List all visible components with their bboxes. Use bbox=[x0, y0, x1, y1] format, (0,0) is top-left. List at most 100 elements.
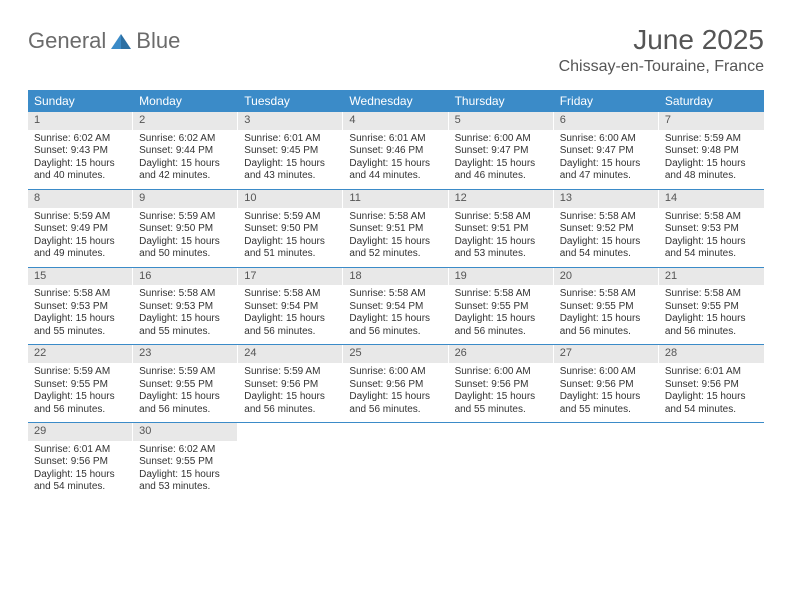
day-number: 4 bbox=[343, 112, 448, 130]
day-header: Wednesday bbox=[343, 90, 448, 112]
sunrise-line: Sunrise: 5:59 AM bbox=[244, 211, 337, 224]
sunrise-line: Sunrise: 6:00 AM bbox=[349, 366, 442, 379]
day-info: Sunrise: 6:00 AMSunset: 9:56 PMDaylight:… bbox=[554, 366, 659, 416]
logo: General Blue bbox=[28, 24, 180, 54]
title-block: June 2025 Chissay-en-Touraine, France bbox=[559, 24, 764, 76]
day-number: 26 bbox=[449, 345, 554, 363]
logo-text-1: General bbox=[28, 28, 106, 54]
day-info: Sunrise: 5:58 AMSunset: 9:54 PMDaylight:… bbox=[343, 288, 448, 338]
calendar-cell: 15Sunrise: 5:58 AMSunset: 9:53 PMDayligh… bbox=[28, 268, 133, 345]
calendar-cell: 7Sunrise: 5:59 AMSunset: 9:48 PMDaylight… bbox=[659, 112, 764, 189]
calendar: Sunday Monday Tuesday Wednesday Thursday… bbox=[28, 90, 764, 500]
daylight-line: Daylight: 15 hours and 55 minutes. bbox=[455, 391, 548, 416]
sunrise-line: Sunrise: 5:58 AM bbox=[349, 211, 442, 224]
header: General Blue June 2025 Chissay-en-Tourai… bbox=[28, 24, 764, 76]
calendar-cell: .. bbox=[449, 423, 554, 500]
calendar-week: 15Sunrise: 5:58 AMSunset: 9:53 PMDayligh… bbox=[28, 268, 764, 346]
day-info: Sunrise: 5:59 AMSunset: 9:49 PMDaylight:… bbox=[28, 211, 133, 261]
sunrise-line: Sunrise: 6:00 AM bbox=[455, 366, 548, 379]
day-info: Sunrise: 6:00 AMSunset: 9:47 PMDaylight:… bbox=[554, 133, 659, 183]
calendar-cell: 2 Sunrise: 6:02 AMSunset: 9:44 PMDaylight… bbox=[133, 112, 238, 189]
day-header-row: Sunday Monday Tuesday Wednesday Thursday… bbox=[28, 90, 764, 112]
sunrise-line: Sunrise: 6:01 AM bbox=[349, 133, 442, 146]
daylight-line: Daylight: 15 hours and 49 minutes. bbox=[34, 236, 127, 261]
sunrise-line: Sunrise: 5:59 AM bbox=[139, 366, 232, 379]
calendar-cell: 9Sunrise: 5:59 AMSunset: 9:50 PMDaylight… bbox=[133, 190, 238, 267]
day-info: Sunrise: 6:02 AMSunset: 9:44 PMDaylight:… bbox=[133, 133, 238, 183]
sunset-line: Sunset: 9:55 PM bbox=[455, 301, 548, 314]
day-info: Sunrise: 5:58 AMSunset: 9:54 PMDaylight:… bbox=[238, 288, 343, 338]
day-info: Sunrise: 5:58 AMSunset: 9:53 PMDaylight:… bbox=[133, 288, 238, 338]
sunrise-line: Sunrise: 5:58 AM bbox=[139, 288, 232, 301]
daylight-line: Daylight: 15 hours and 54 minutes. bbox=[665, 391, 758, 416]
daylight-line: Daylight: 15 hours and 56 minutes. bbox=[665, 313, 758, 338]
sunrise-line: Sunrise: 5:58 AM bbox=[455, 288, 548, 301]
calendar-cell: 23Sunrise: 5:59 AMSunset: 9:55 PMDayligh… bbox=[133, 345, 238, 422]
sunrise-line: Sunrise: 5:59 AM bbox=[244, 366, 337, 379]
day-info: Sunrise: 5:59 AMSunset: 9:56 PMDaylight:… bbox=[238, 366, 343, 416]
sunrise-line: Sunrise: 6:00 AM bbox=[455, 133, 548, 146]
sunset-line: Sunset: 9:56 PM bbox=[244, 379, 337, 392]
day-info: Sunrise: 5:58 AMSunset: 9:55 PMDaylight:… bbox=[554, 288, 659, 338]
day-info: Sunrise: 5:58 AMSunset: 9:53 PMDaylight:… bbox=[659, 211, 764, 261]
calendar-cell: 12Sunrise: 5:58 AMSunset: 9:51 PMDayligh… bbox=[449, 190, 554, 267]
sunset-line: Sunset: 9:56 PM bbox=[34, 456, 127, 469]
sunrise-line: Sunrise: 5:58 AM bbox=[665, 211, 758, 224]
day-info: Sunrise: 6:00 AMSunset: 9:56 PMDaylight:… bbox=[343, 366, 448, 416]
daylight-line: Daylight: 15 hours and 56 minutes. bbox=[349, 391, 442, 416]
day-info: Sunrise: 5:59 AMSunset: 9:48 PMDaylight:… bbox=[659, 133, 764, 183]
sunrise-line: Sunrise: 6:01 AM bbox=[34, 444, 127, 457]
calendar-cell: 4Sunrise: 6:01 AMSunset: 9:46 PMDaylight… bbox=[343, 112, 448, 189]
calendar-cell: 16Sunrise: 5:58 AMSunset: 9:53 PMDayligh… bbox=[133, 268, 238, 345]
daylight-line: Daylight: 15 hours and 53 minutes. bbox=[139, 469, 232, 494]
calendar-cell: 18Sunrise: 5:58 AMSunset: 9:54 PMDayligh… bbox=[343, 268, 448, 345]
sunrise-line: Sunrise: 6:01 AM bbox=[665, 366, 758, 379]
sunset-line: Sunset: 9:54 PM bbox=[349, 301, 442, 314]
daylight-line: Daylight: 15 hours and 56 minutes. bbox=[34, 391, 127, 416]
daylight-line: Daylight: 15 hours and 53 minutes. bbox=[455, 236, 548, 261]
sunrise-line: Sunrise: 6:00 AM bbox=[560, 133, 653, 146]
day-header: Friday bbox=[554, 90, 659, 112]
calendar-cell: 8 Sunrise: 5:59 AMSunset: 9:49 PMDaylight… bbox=[28, 190, 133, 267]
day-number: 23 bbox=[133, 345, 238, 363]
daylight-line: Daylight: 15 hours and 55 minutes. bbox=[34, 313, 127, 338]
calendar-cell: .. bbox=[343, 423, 448, 500]
day-number: 10 bbox=[238, 190, 343, 208]
location: Chissay-en-Touraine, France bbox=[559, 58, 764, 76]
daylight-line: Daylight: 15 hours and 56 minutes. bbox=[244, 391, 337, 416]
calendar-cell: 10Sunrise: 5:59 AMSunset: 9:50 PMDayligh… bbox=[238, 190, 343, 267]
calendar-cell: 13Sunrise: 5:58 AMSunset: 9:52 PMDayligh… bbox=[554, 190, 659, 267]
sunset-line: Sunset: 9:53 PM bbox=[139, 301, 232, 314]
day-info: Sunrise: 5:58 AMSunset: 9:55 PMDaylight:… bbox=[449, 288, 554, 338]
calendar-cell: 21Sunrise: 5:58 AMSunset: 9:55 PMDayligh… bbox=[659, 268, 764, 345]
day-number: 20 bbox=[554, 268, 659, 286]
day-number: 5 bbox=[449, 112, 554, 130]
daylight-line: Daylight: 15 hours and 56 minutes. bbox=[455, 313, 548, 338]
month-title: June 2025 bbox=[559, 24, 764, 56]
day-info: Sunrise: 5:58 AMSunset: 9:51 PMDaylight:… bbox=[343, 211, 448, 261]
sunrise-line: Sunrise: 5:58 AM bbox=[244, 288, 337, 301]
sunrise-line: Sunrise: 5:58 AM bbox=[560, 211, 653, 224]
day-number: 25 bbox=[343, 345, 448, 363]
sunset-line: Sunset: 9:56 PM bbox=[349, 379, 442, 392]
sunset-line: Sunset: 9:45 PM bbox=[244, 145, 337, 158]
day-info: Sunrise: 6:01 AMSunset: 9:56 PMDaylight:… bbox=[28, 444, 133, 494]
day-number: 2 bbox=[133, 112, 238, 130]
day-header: Monday bbox=[133, 90, 238, 112]
day-info: Sunrise: 6:00 AMSunset: 9:47 PMDaylight:… bbox=[449, 133, 554, 183]
daylight-line: Daylight: 15 hours and 56 minutes. bbox=[560, 313, 653, 338]
calendar-cell: 19Sunrise: 5:58 AMSunset: 9:55 PMDayligh… bbox=[449, 268, 554, 345]
day-info: Sunrise: 6:02 AMSunset: 9:43 PMDaylight:… bbox=[28, 133, 133, 183]
day-info: Sunrise: 5:59 AMSunset: 9:50 PMDaylight:… bbox=[133, 211, 238, 261]
day-number: 1 bbox=[28, 112, 133, 130]
daylight-line: Daylight: 15 hours and 52 minutes. bbox=[349, 236, 442, 261]
day-header: Tuesday bbox=[238, 90, 343, 112]
day-number: 8 bbox=[28, 190, 133, 208]
calendar-week: 1 Sunrise: 6:02 AMSunset: 9:43 PMDaylight… bbox=[28, 112, 764, 190]
sunrise-line: Sunrise: 5:58 AM bbox=[455, 211, 548, 224]
calendar-cell: 14Sunrise: 5:58 AMSunset: 9:53 PMDayligh… bbox=[659, 190, 764, 267]
sunset-line: Sunset: 9:44 PM bbox=[139, 145, 232, 158]
sunset-line: Sunset: 9:52 PM bbox=[560, 223, 653, 236]
sunrise-line: Sunrise: 5:58 AM bbox=[34, 288, 127, 301]
daylight-line: Daylight: 15 hours and 43 minutes. bbox=[244, 158, 337, 183]
